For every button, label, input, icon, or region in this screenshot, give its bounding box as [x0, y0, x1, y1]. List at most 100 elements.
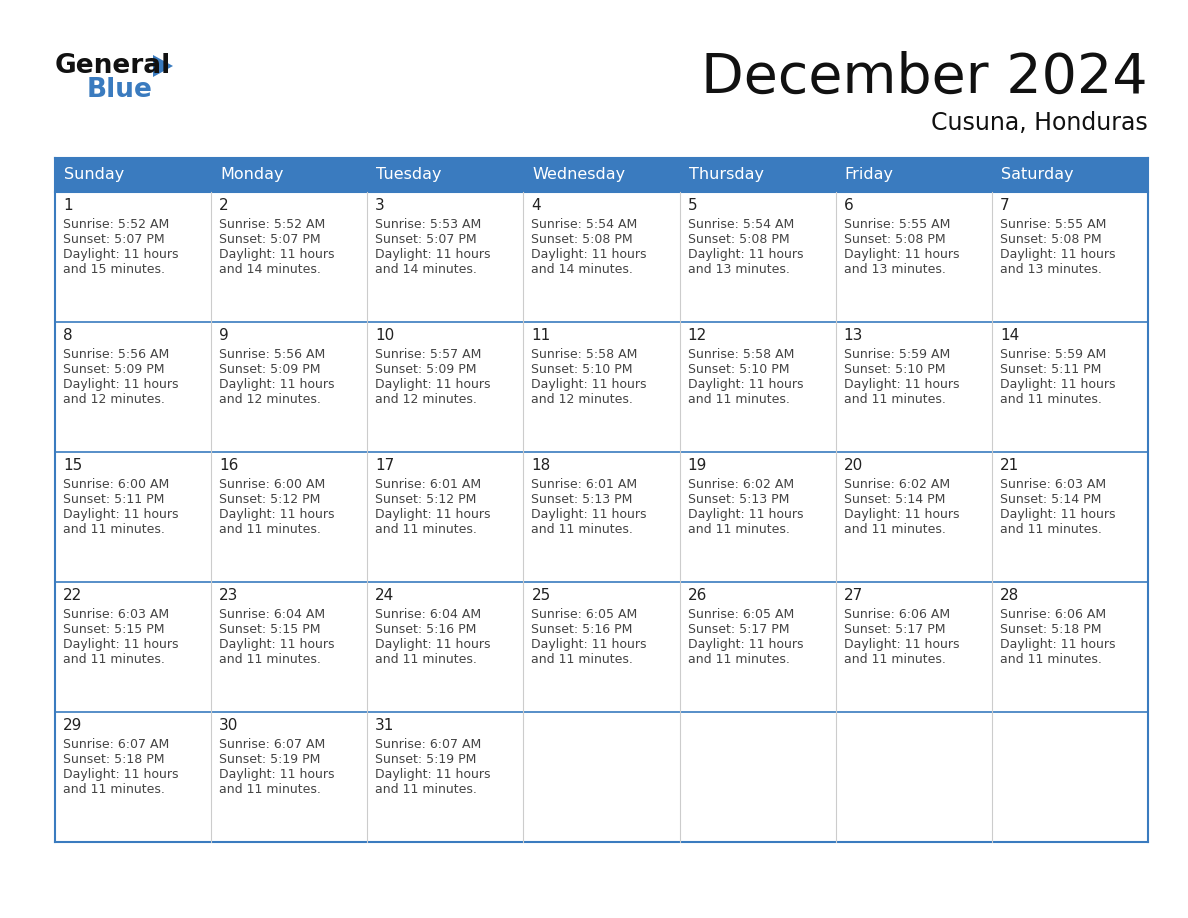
Text: Daylight: 11 hours: Daylight: 11 hours	[63, 768, 178, 781]
Text: Sunset: 5:11 PM: Sunset: 5:11 PM	[63, 493, 164, 506]
Text: Sunset: 5:17 PM: Sunset: 5:17 PM	[843, 623, 946, 636]
Text: and 12 minutes.: and 12 minutes.	[219, 393, 321, 406]
Text: and 11 minutes.: and 11 minutes.	[843, 393, 946, 406]
Text: Sunset: 5:08 PM: Sunset: 5:08 PM	[1000, 233, 1101, 246]
Text: Sunrise: 6:06 AM: Sunrise: 6:06 AM	[843, 608, 950, 621]
Text: 13: 13	[843, 328, 864, 343]
Text: Sunrise: 6:00 AM: Sunrise: 6:00 AM	[219, 478, 326, 491]
Text: Monday: Monday	[220, 167, 284, 183]
Text: Daylight: 11 hours: Daylight: 11 hours	[688, 248, 803, 261]
Text: Sunset: 5:14 PM: Sunset: 5:14 PM	[1000, 493, 1101, 506]
Text: 27: 27	[843, 588, 862, 603]
Text: Sunset: 5:18 PM: Sunset: 5:18 PM	[1000, 623, 1101, 636]
Text: 29: 29	[63, 718, 82, 733]
Text: and 11 minutes.: and 11 minutes.	[63, 523, 165, 536]
Text: Daylight: 11 hours: Daylight: 11 hours	[531, 378, 647, 391]
Text: 12: 12	[688, 328, 707, 343]
Text: Sunset: 5:10 PM: Sunset: 5:10 PM	[688, 363, 789, 376]
Text: Sunset: 5:07 PM: Sunset: 5:07 PM	[375, 233, 476, 246]
Bar	[55, 322, 1148, 452]
Text: and 14 minutes.: and 14 minutes.	[375, 263, 478, 276]
Text: 25: 25	[531, 588, 551, 603]
Text: Sunset: 5:16 PM: Sunset: 5:16 PM	[531, 623, 633, 636]
Text: 10: 10	[375, 328, 394, 343]
Text: Sunset: 5:12 PM: Sunset: 5:12 PM	[219, 493, 321, 506]
Text: Saturday: Saturday	[1000, 167, 1074, 183]
Text: General: General	[55, 53, 171, 79]
Bar	[55, 192, 1148, 322]
Text: Sunrise: 6:03 AM: Sunrise: 6:03 AM	[1000, 478, 1106, 491]
Text: Sunrise: 5:59 AM: Sunrise: 5:59 AM	[1000, 348, 1106, 361]
Text: and 15 minutes.: and 15 minutes.	[63, 263, 165, 276]
Text: Sunrise: 6:07 AM: Sunrise: 6:07 AM	[219, 738, 326, 751]
Text: Daylight: 11 hours: Daylight: 11 hours	[1000, 248, 1116, 261]
Text: Sunrise: 6:04 AM: Sunrise: 6:04 AM	[219, 608, 326, 621]
Text: 8: 8	[63, 328, 72, 343]
Text: Sunrise: 5:56 AM: Sunrise: 5:56 AM	[219, 348, 326, 361]
Text: Sunrise: 6:01 AM: Sunrise: 6:01 AM	[375, 478, 481, 491]
Text: Daylight: 11 hours: Daylight: 11 hours	[375, 378, 491, 391]
Text: Sunrise: 5:52 AM: Sunrise: 5:52 AM	[219, 218, 326, 231]
Text: 24: 24	[375, 588, 394, 603]
Text: Sunset: 5:07 PM: Sunset: 5:07 PM	[63, 233, 165, 246]
Text: Sunrise: 6:07 AM: Sunrise: 6:07 AM	[375, 738, 481, 751]
Text: 23: 23	[219, 588, 239, 603]
Text: Sunset: 5:07 PM: Sunset: 5:07 PM	[219, 233, 321, 246]
Text: Sunset: 5:11 PM: Sunset: 5:11 PM	[1000, 363, 1101, 376]
Text: 4: 4	[531, 198, 541, 213]
Text: Daylight: 11 hours: Daylight: 11 hours	[219, 508, 335, 521]
Text: and 11 minutes.: and 11 minutes.	[843, 653, 946, 666]
Bar	[524, 158, 680, 192]
Text: Sunset: 5:09 PM: Sunset: 5:09 PM	[375, 363, 476, 376]
Text: Daylight: 11 hours: Daylight: 11 hours	[1000, 378, 1116, 391]
Text: 20: 20	[843, 458, 862, 473]
Text: 7: 7	[1000, 198, 1010, 213]
Bar	[835, 158, 992, 192]
Text: Daylight: 11 hours: Daylight: 11 hours	[531, 248, 647, 261]
Text: and 11 minutes.: and 11 minutes.	[843, 523, 946, 536]
Text: Daylight: 11 hours: Daylight: 11 hours	[219, 768, 335, 781]
Text: Sunrise: 5:59 AM: Sunrise: 5:59 AM	[843, 348, 950, 361]
Text: Cusuna, Honduras: Cusuna, Honduras	[931, 111, 1148, 135]
Bar	[55, 158, 211, 192]
Text: and 11 minutes.: and 11 minutes.	[375, 783, 478, 796]
Text: Sunrise: 5:52 AM: Sunrise: 5:52 AM	[63, 218, 169, 231]
Text: Sunrise: 5:55 AM: Sunrise: 5:55 AM	[1000, 218, 1106, 231]
Text: and 11 minutes.: and 11 minutes.	[375, 653, 478, 666]
Text: Sunrise: 5:53 AM: Sunrise: 5:53 AM	[375, 218, 481, 231]
Text: and 11 minutes.: and 11 minutes.	[219, 523, 321, 536]
Text: 19: 19	[688, 458, 707, 473]
Text: and 14 minutes.: and 14 minutes.	[531, 263, 633, 276]
Text: and 11 minutes.: and 11 minutes.	[219, 653, 321, 666]
Text: and 12 minutes.: and 12 minutes.	[63, 393, 165, 406]
Text: December 2024: December 2024	[701, 51, 1148, 105]
Text: Daylight: 11 hours: Daylight: 11 hours	[531, 508, 647, 521]
Polygon shape	[153, 55, 173, 77]
Text: Sunrise: 6:00 AM: Sunrise: 6:00 AM	[63, 478, 169, 491]
Text: 5: 5	[688, 198, 697, 213]
Text: and 11 minutes.: and 11 minutes.	[63, 653, 165, 666]
Text: 17: 17	[375, 458, 394, 473]
Text: Daylight: 11 hours: Daylight: 11 hours	[63, 248, 178, 261]
Bar	[680, 158, 835, 192]
Text: Daylight: 11 hours: Daylight: 11 hours	[843, 638, 959, 651]
Bar	[211, 158, 367, 192]
Text: and 11 minutes.: and 11 minutes.	[1000, 523, 1101, 536]
Text: Daylight: 11 hours: Daylight: 11 hours	[688, 378, 803, 391]
Text: Daylight: 11 hours: Daylight: 11 hours	[1000, 508, 1116, 521]
Text: and 14 minutes.: and 14 minutes.	[219, 263, 321, 276]
Text: 9: 9	[219, 328, 229, 343]
Text: Sunrise: 6:05 AM: Sunrise: 6:05 AM	[531, 608, 638, 621]
Text: Wednesday: Wednesday	[532, 167, 626, 183]
Text: Sunset: 5:15 PM: Sunset: 5:15 PM	[219, 623, 321, 636]
Text: Daylight: 11 hours: Daylight: 11 hours	[63, 508, 178, 521]
Text: Sunrise: 6:05 AM: Sunrise: 6:05 AM	[688, 608, 794, 621]
Text: Sunrise: 6:04 AM: Sunrise: 6:04 AM	[375, 608, 481, 621]
Text: Sunset: 5:19 PM: Sunset: 5:19 PM	[219, 753, 321, 766]
Text: and 11 minutes.: and 11 minutes.	[219, 783, 321, 796]
Text: Sunset: 5:08 PM: Sunset: 5:08 PM	[688, 233, 789, 246]
Text: Daylight: 11 hours: Daylight: 11 hours	[688, 638, 803, 651]
Text: Daylight: 11 hours: Daylight: 11 hours	[843, 248, 959, 261]
Text: Daylight: 11 hours: Daylight: 11 hours	[219, 378, 335, 391]
Text: and 11 minutes.: and 11 minutes.	[1000, 653, 1101, 666]
